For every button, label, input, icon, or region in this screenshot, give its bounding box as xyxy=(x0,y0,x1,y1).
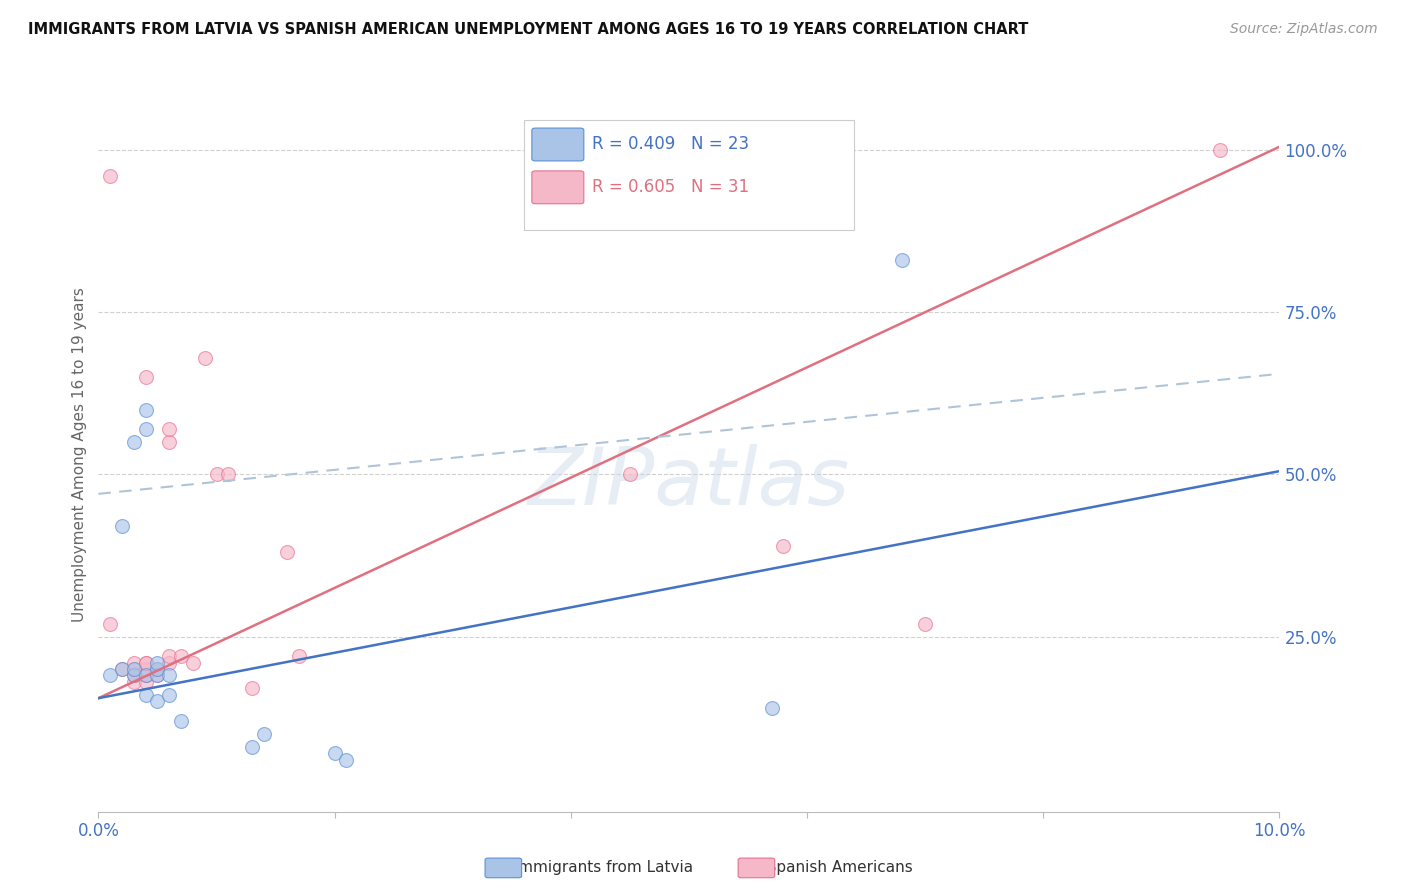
Point xyxy=(135,402,157,417)
Text: Spanish Americans: Spanish Americans xyxy=(752,860,912,874)
Point xyxy=(111,519,134,533)
Point xyxy=(122,668,145,682)
Point xyxy=(146,662,169,676)
Point xyxy=(157,422,180,436)
Point xyxy=(170,648,193,663)
Point xyxy=(146,662,169,676)
Point xyxy=(135,668,157,682)
Text: R = 0.409   N = 23: R = 0.409 N = 23 xyxy=(592,135,749,153)
Point xyxy=(135,656,157,670)
Point xyxy=(135,662,157,676)
FancyBboxPatch shape xyxy=(523,120,855,230)
Point xyxy=(135,668,157,682)
Text: Source: ZipAtlas.com: Source: ZipAtlas.com xyxy=(1230,22,1378,37)
Point xyxy=(157,434,180,449)
Point xyxy=(761,701,783,715)
FancyBboxPatch shape xyxy=(531,128,583,161)
Point xyxy=(135,688,157,702)
Point xyxy=(146,694,169,708)
Point xyxy=(98,616,121,631)
Point xyxy=(335,753,357,767)
Point xyxy=(240,681,263,696)
Point xyxy=(276,545,298,559)
Point xyxy=(157,668,180,682)
Point xyxy=(122,668,145,682)
Point xyxy=(135,675,157,690)
Point xyxy=(170,714,193,728)
Point xyxy=(181,656,204,670)
Point xyxy=(146,656,169,670)
Point xyxy=(122,434,145,449)
Point xyxy=(135,370,157,384)
Point xyxy=(194,351,217,365)
Point xyxy=(914,616,936,631)
Point xyxy=(157,688,180,702)
Point xyxy=(157,656,180,670)
Point xyxy=(323,747,346,761)
Point xyxy=(288,648,311,663)
Point xyxy=(135,422,157,436)
Point xyxy=(619,467,641,482)
Point xyxy=(122,656,145,670)
Point xyxy=(890,253,912,268)
Y-axis label: Unemployment Among Ages 16 to 19 years: Unemployment Among Ages 16 to 19 years xyxy=(72,287,87,623)
Point xyxy=(253,727,276,741)
Text: IMMIGRANTS FROM LATVIA VS SPANISH AMERICAN UNEMPLOYMENT AMONG AGES 16 TO 19 YEAR: IMMIGRANTS FROM LATVIA VS SPANISH AMERIC… xyxy=(28,22,1029,37)
Point xyxy=(122,675,145,690)
Point xyxy=(111,662,134,676)
Point xyxy=(146,668,169,682)
Point xyxy=(122,662,145,676)
Point xyxy=(146,668,169,682)
Point xyxy=(98,169,121,183)
Text: Immigrants from Latvia: Immigrants from Latvia xyxy=(499,860,693,874)
Point xyxy=(98,668,121,682)
Point xyxy=(122,662,145,676)
Point xyxy=(1209,143,1232,157)
Text: R = 0.605   N = 31: R = 0.605 N = 31 xyxy=(592,178,749,195)
Point xyxy=(217,467,239,482)
Point xyxy=(135,656,157,670)
Text: ZIPatlas: ZIPatlas xyxy=(527,444,851,523)
Point xyxy=(205,467,228,482)
FancyBboxPatch shape xyxy=(531,171,583,203)
Point xyxy=(240,739,263,754)
Point xyxy=(111,662,134,676)
Point xyxy=(157,648,180,663)
Point xyxy=(772,539,794,553)
